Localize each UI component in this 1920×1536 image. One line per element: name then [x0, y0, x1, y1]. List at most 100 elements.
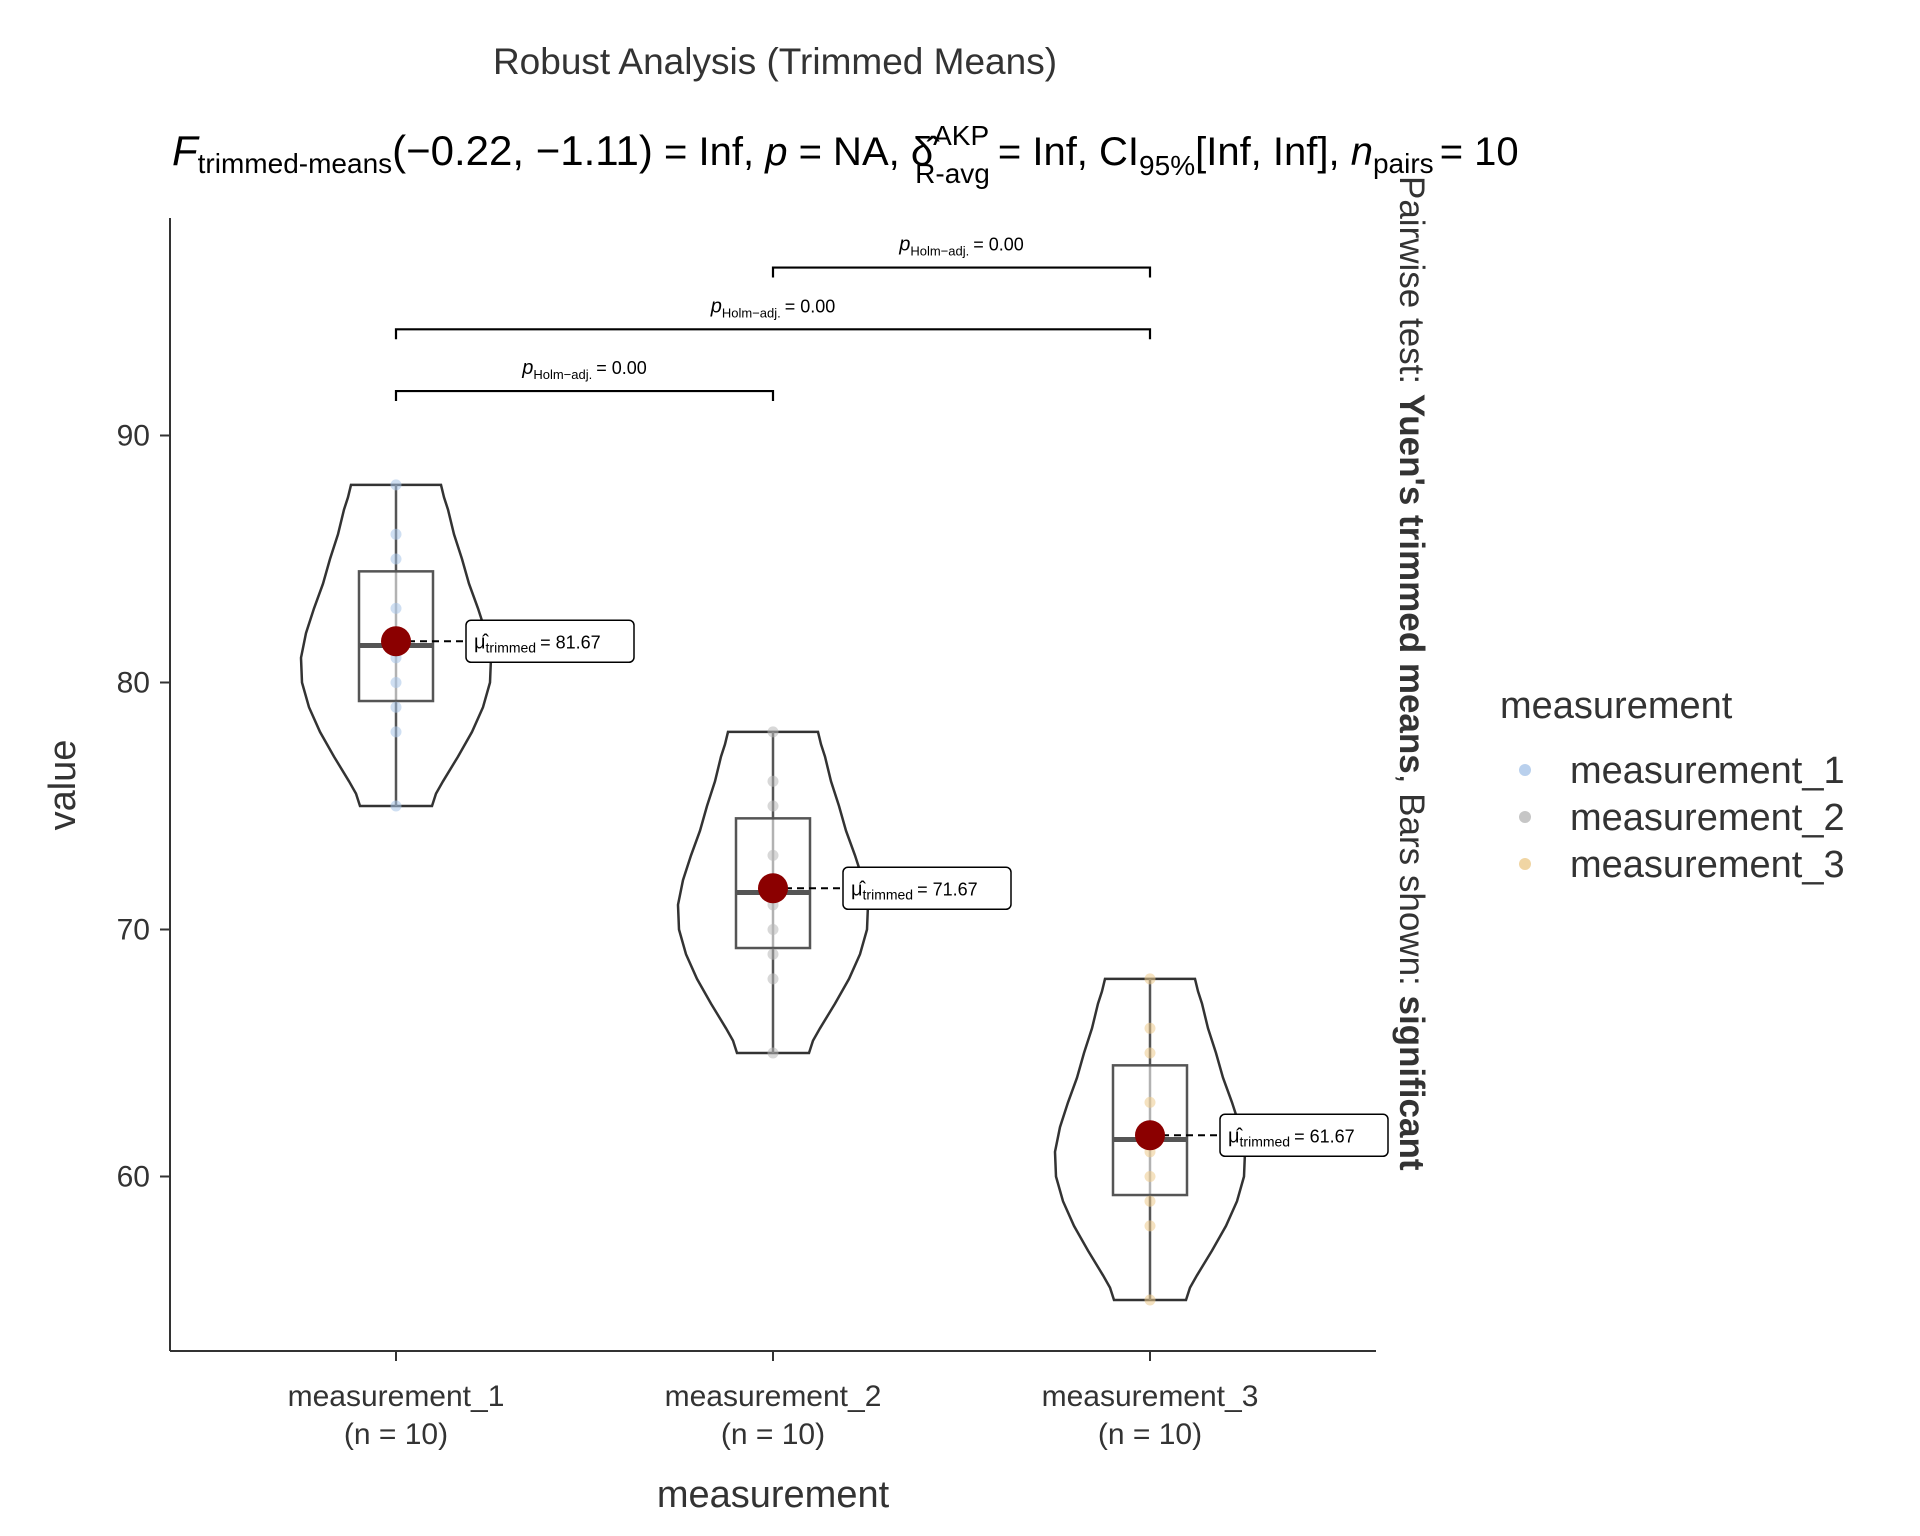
- legend-key: [1519, 858, 1531, 870]
- mean-label: μ̂trimmed = 81.67: [474, 631, 601, 655]
- caption-middle: , Bars shown:: [1392, 774, 1431, 996]
- chart-title: Robust Analysis (Trimmed Means): [493, 41, 1057, 82]
- trimmed-mean-point: [1135, 1120, 1165, 1151]
- violin-layer: [299, 483, 1247, 1302]
- x-tick-label: measurement_1: [288, 1380, 505, 1413]
- pairwise-caption: Pairwise test: Yuen's trimmed means, Bar…: [1392, 176, 1431, 1171]
- stats-n-sub: pairs: [1373, 148, 1434, 179]
- legend-entry: measurement_3: [1570, 844, 1845, 886]
- data-point: [390, 726, 402, 738]
- mean-layer: μ̂trimmed = 81.67μ̂trimmed = 71.67μ̂trimme…: [381, 619, 1389, 1158]
- data-point: [390, 602, 402, 614]
- mean-label-value: = 71.67: [917, 879, 978, 899]
- data-point: [1144, 1096, 1156, 1108]
- stats-ci-symbol: CI: [1099, 130, 1139, 174]
- mean-label-sub: trimmed: [1240, 1133, 1291, 1149]
- data-point: [1144, 1220, 1156, 1232]
- mean-label-sub: trimmed: [863, 886, 914, 902]
- data-point: [1144, 1022, 1156, 1034]
- mean-label-box: [465, 619, 635, 664]
- stats-df: (−0.22, −1.11): [392, 127, 653, 174]
- pairwise-pvalue: pHolm−adj. = 0.00: [898, 234, 1024, 259]
- pairwise-pvalue: pHolm−adj. = 0.00: [521, 357, 647, 382]
- trimmed-mean-point: [381, 626, 411, 657]
- stats-f-sub: trimmed-means: [198, 148, 392, 179]
- data-point: [1144, 1195, 1156, 1207]
- stats-effect-value: = Inf,: [998, 130, 1088, 174]
- pvalue-sub: Holm−adj.: [533, 367, 592, 382]
- x-axis-title: measurement: [657, 1474, 890, 1516]
- mean-label-value: = 81.67: [540, 632, 601, 652]
- x-tick-label: measurement_3: [1042, 1380, 1259, 1413]
- data-point: [1144, 1047, 1156, 1059]
- mean-label-sub: trimmed: [486, 639, 537, 655]
- y-ticks: 60 70 80 90: [117, 420, 170, 1194]
- x-tick-label: measurement_2: [665, 1380, 882, 1413]
- pvalue-text: = 0.00: [973, 235, 1024, 255]
- y-tick-label: 90: [117, 420, 150, 453]
- data-point: [767, 775, 779, 787]
- data-point: [390, 479, 402, 491]
- pvalue-sub: Holm−adj.: [722, 305, 781, 320]
- trimmed-mean-point: [758, 873, 788, 904]
- x-tick-count: (n = 10): [344, 1418, 448, 1451]
- violin-measurement_1: [299, 483, 493, 808]
- stats-p-value: = NA,: [799, 130, 900, 174]
- data-point: [390, 701, 402, 713]
- mean-label: μ̂trimmed = 71.67: [851, 878, 978, 902]
- pvalue-sub: Holm−adj.: [910, 244, 969, 259]
- legend-entry: measurement_2: [1570, 797, 1845, 839]
- stats-n-symbol: n: [1351, 130, 1373, 174]
- data-point: [390, 677, 402, 688]
- violin-measurement_2: [676, 730, 870, 1055]
- y-tick-label: 70: [117, 914, 150, 947]
- data-point: [767, 849, 779, 861]
- pvalue-text: = 0.00: [785, 296, 836, 316]
- pairwise-pvalue: pHolm−adj. = 0.00: [710, 295, 836, 320]
- x-tick-count: (n = 10): [1098, 1418, 1202, 1451]
- legend-key: [1519, 764, 1531, 776]
- legend-key: [1519, 811, 1531, 823]
- y-tick-label: 80: [117, 667, 150, 700]
- caption-prefix: Pairwise test:: [1392, 176, 1431, 394]
- violin-measurement_3: [1053, 977, 1247, 1302]
- x-ticks: measurement_1 (n = 10) measurement_2 (n = 1…: [288, 1351, 1259, 1451]
- pvalue-symbol: p: [898, 234, 910, 256]
- mean-label-box: [1219, 1113, 1389, 1158]
- stats-ci-sub: 95%: [1139, 150, 1195, 181]
- mean-label-box: [842, 866, 1012, 911]
- pairwise-bar: [394, 389, 775, 402]
- data-point: [1144, 1294, 1156, 1306]
- stats-f-value: = Inf,: [664, 130, 754, 174]
- pairwise-bar: [394, 328, 1152, 340]
- pvalue-symbol: p: [521, 357, 533, 379]
- legend-entry: measurement_1: [1570, 750, 1845, 792]
- stats-n-value: = 10: [1440, 130, 1519, 174]
- pvalue-text: = 0.00: [596, 358, 647, 378]
- data-point: [767, 948, 779, 960]
- pvalue-symbol: p: [710, 295, 722, 317]
- y-axis-title: value: [42, 740, 84, 831]
- data-point: [767, 924, 779, 935]
- stats-p-symbol: p: [764, 130, 787, 174]
- data-point: [767, 1047, 779, 1059]
- legend-title: measurement: [1500, 685, 1733, 727]
- caption-test-name: Yuen's trimmed means: [1392, 394, 1431, 774]
- data-point: [390, 528, 402, 540]
- stats-ci-value: [Inf, Inf],: [1195, 130, 1340, 174]
- stats-subtitle: Ftrimmed-means(−0.22, −1.11) = Inf, p = …: [172, 120, 1519, 189]
- legend: measurement measurement_1 measurement_2me…: [1500, 685, 1845, 886]
- data-point: [1144, 1171, 1156, 1182]
- caption-shown: significant: [1392, 995, 1431, 1170]
- data-point: [1144, 973, 1156, 985]
- x-tick-count: (n = 10): [721, 1418, 825, 1451]
- stats-effect-sup: AKP: [933, 120, 989, 151]
- data-point: [767, 800, 779, 812]
- data-point: [390, 553, 402, 565]
- y-tick-label: 60: [117, 1161, 150, 1194]
- pairwise-bar: [771, 266, 1152, 278]
- data-point: [390, 800, 402, 812]
- mean-label-value: = 61.67: [1294, 1126, 1355, 1146]
